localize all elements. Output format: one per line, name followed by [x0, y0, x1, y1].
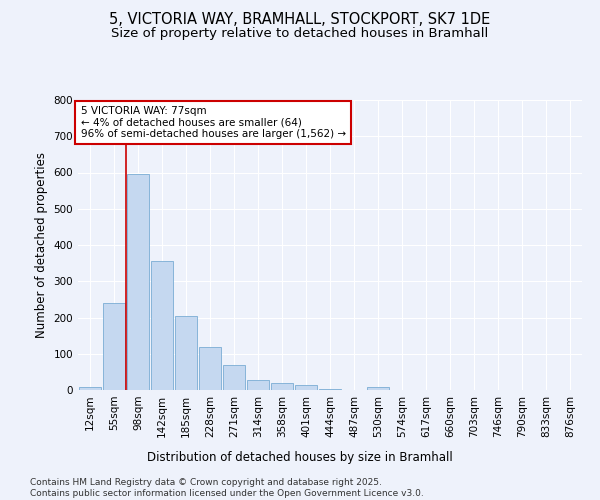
- Text: Distribution of detached houses by size in Bramhall: Distribution of detached houses by size …: [147, 451, 453, 464]
- Bar: [199, 347, 221, 390]
- Text: Size of property relative to detached houses in Bramhall: Size of property relative to detached ho…: [112, 28, 488, 40]
- Text: 5 VICTORIA WAY: 77sqm
← 4% of detached houses are smaller (64)
96% of semi-detac: 5 VICTORIA WAY: 77sqm ← 4% of detached h…: [80, 106, 346, 139]
- Bar: [127, 174, 149, 390]
- Text: 5, VICTORIA WAY, BRAMHALL, STOCKPORT, SK7 1DE: 5, VICTORIA WAY, BRAMHALL, STOCKPORT, SK…: [109, 12, 491, 28]
- Bar: [271, 384, 293, 390]
- Bar: [247, 380, 269, 390]
- Bar: [79, 387, 101, 390]
- Text: Contains HM Land Registry data © Crown copyright and database right 2025.
Contai: Contains HM Land Registry data © Crown c…: [30, 478, 424, 498]
- Bar: [367, 388, 389, 390]
- Bar: [223, 364, 245, 390]
- Bar: [151, 262, 173, 390]
- Bar: [319, 388, 341, 390]
- Bar: [103, 303, 125, 390]
- Y-axis label: Number of detached properties: Number of detached properties: [35, 152, 48, 338]
- Bar: [295, 386, 317, 390]
- Bar: [175, 316, 197, 390]
